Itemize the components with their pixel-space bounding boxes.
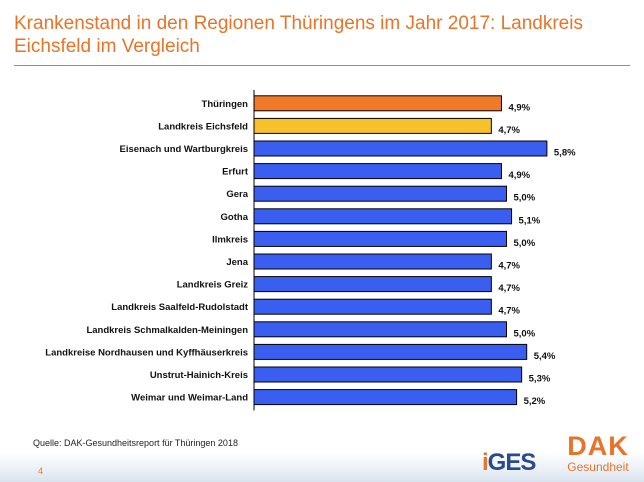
category-label: Landkreise Nordhausen und Kyffhäuserkrei… xyxy=(45,347,248,358)
bar xyxy=(253,163,502,180)
page-number: 4 xyxy=(38,466,44,476)
bar xyxy=(253,343,528,360)
iges-logo: iGES xyxy=(482,449,537,477)
value-label: 5,0% xyxy=(514,193,536,204)
bar xyxy=(253,389,518,406)
category-label: Landkreis Schmalkalden-Meiningen xyxy=(86,325,248,336)
category-label: Gera xyxy=(226,189,248,200)
value-label: 5,3% xyxy=(529,374,551,385)
bar xyxy=(253,95,502,112)
category-label: Landkreis Greiz xyxy=(177,280,249,291)
category-label: Landkreis Eichsfeld xyxy=(158,121,248,132)
value-label: 5,4% xyxy=(534,351,556,362)
dak-logo: DAK Gesundheit xyxy=(558,431,638,475)
iges-logo-prefix: i xyxy=(482,449,489,476)
value-label: 5,1% xyxy=(519,215,541,226)
category-label: Jena xyxy=(226,257,248,268)
bar xyxy=(253,276,492,293)
bar xyxy=(253,230,507,247)
value-label: 5,8% xyxy=(554,148,576,159)
value-label: 4,7% xyxy=(498,283,520,294)
dak-logo-word: DAK xyxy=(567,431,629,461)
bar xyxy=(253,117,492,134)
bar xyxy=(253,140,548,157)
value-label: 5,2% xyxy=(524,396,546,407)
category-label: Unstrut-Hainich-Kreis xyxy=(150,370,248,381)
category-label: Ilmkreis xyxy=(212,234,248,245)
value-label: 4,7% xyxy=(498,261,520,272)
source-note: Quelle: DAK-Gesundheitsreport für Thürin… xyxy=(33,438,238,448)
iges-logo-rest: GES xyxy=(487,449,537,476)
footer-band xyxy=(0,452,644,482)
category-label: Thüringen xyxy=(202,99,249,110)
category-label: Eisenach und Wartburgkreis xyxy=(120,144,248,155)
bar xyxy=(253,208,513,225)
bar xyxy=(253,298,492,315)
bar-chart: Thüringen 4,9% Landkreis Eichsfeld 4,7% Eise… xyxy=(45,90,576,411)
bar xyxy=(253,253,492,270)
category-label: Gotha xyxy=(221,212,249,223)
value-label: 5,0% xyxy=(514,238,536,249)
slide-title: Krankenstand in den Regionen Thüringens … xyxy=(14,13,583,57)
value-label: 4,7% xyxy=(498,125,520,136)
bars-layer: Thüringen 4,9% Landkreis Eichsfeld 4,7% Eise… xyxy=(45,95,576,407)
bar xyxy=(253,321,507,338)
category-label: Landkreis Saalfeld-Rudolstadt xyxy=(111,302,249,313)
value-label: 4,9% xyxy=(508,102,530,113)
dak-logo-subtitle: Gesundheit xyxy=(567,460,629,474)
bar xyxy=(253,366,523,383)
value-label: 4,7% xyxy=(498,306,520,317)
title-divider xyxy=(14,65,630,66)
category-label: Weimar und Weimar-Land xyxy=(131,393,248,404)
value-label: 4,9% xyxy=(508,170,530,181)
bar xyxy=(253,185,507,202)
value-label: 5,0% xyxy=(514,328,536,339)
category-label: Erfurt xyxy=(222,167,249,178)
